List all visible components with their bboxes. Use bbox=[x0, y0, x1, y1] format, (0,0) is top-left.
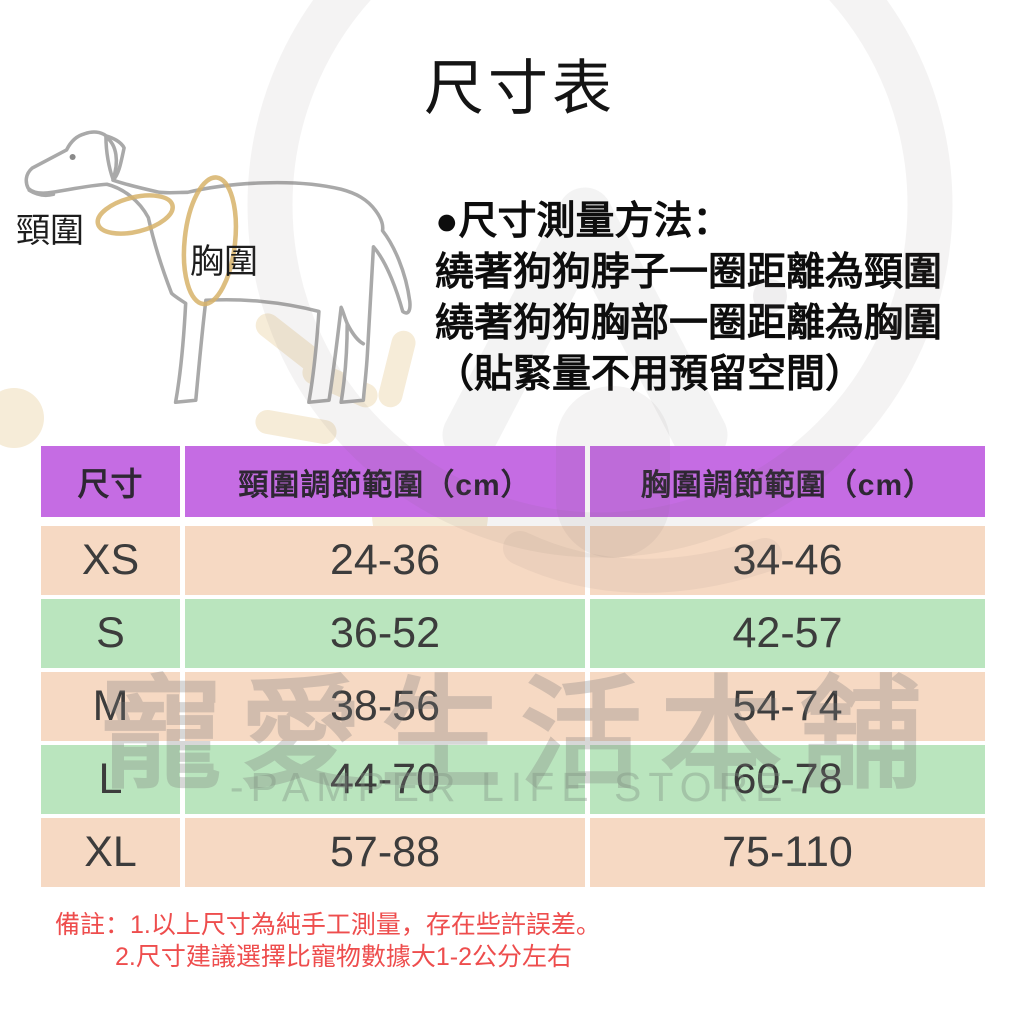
note-line-2: 2.尺寸建議選擇比寵物數據大1-2公分左右 bbox=[115, 943, 572, 971]
table-row-l: L 44-70 60-78 bbox=[41, 745, 985, 814]
table-header-row: 尺寸 頸圍調節範圍（cm） 胸圍調節範圍（cm） bbox=[41, 446, 985, 517]
dog-hind-leg-line bbox=[345, 321, 366, 346]
neck-range-cell: 24-36 bbox=[185, 526, 585, 595]
dog-eye bbox=[69, 153, 76, 160]
header-neck-range: 頸圍調節範圍（cm） bbox=[185, 446, 585, 517]
instructions-line-neck: 繞著狗狗脖子一圈距離為頸圍 bbox=[435, 251, 943, 294]
size-chart-table: 尺寸 頸圍調節範圍（cm） 胸圍調節範圍（cm） XS 24-36 34-46 … bbox=[41, 446, 985, 891]
table-row-xl: XL 57-88 75-110 bbox=[41, 818, 985, 887]
chest-range-cell: 34-46 bbox=[590, 526, 985, 595]
chest-range-cell: 42-57 bbox=[590, 599, 985, 668]
neck-girth-ring bbox=[95, 193, 175, 236]
neck-range-cell: 44-70 bbox=[185, 745, 585, 814]
instructions-line-fit: （貼緊量不用預留空間） bbox=[435, 353, 865, 396]
chest-range-cell: 54-74 bbox=[590, 672, 985, 741]
footer-notes: 備註：1.以上尺寸為純手工測量，存在些許誤差。 2.尺寸建議選擇比寵物數據大1-… bbox=[55, 909, 601, 973]
neck-range-cell: 57-88 bbox=[185, 818, 585, 887]
size-cell: S bbox=[41, 599, 180, 668]
header-chest-range: 胸圍調節範圍（cm） bbox=[590, 446, 985, 517]
chest-girth-label: 胸圍 bbox=[190, 243, 258, 281]
chest-range-cell: 60-78 bbox=[590, 745, 985, 814]
neck-range-cell: 38-56 bbox=[185, 672, 585, 741]
neck-girth-label: 頸圍 bbox=[16, 212, 84, 250]
size-cell: XS bbox=[41, 526, 180, 595]
table-row-s: S 36-52 42-57 bbox=[41, 599, 985, 668]
dog-measurement-illustration bbox=[24, 130, 412, 405]
dog-ear bbox=[104, 135, 119, 181]
table-row-m: M 38-56 54-74 bbox=[41, 672, 985, 741]
page-title: 尺寸表 bbox=[424, 55, 616, 122]
dog-mouth-line bbox=[27, 188, 56, 198]
size-cell: L bbox=[41, 745, 180, 814]
note-line-1: 備註：1.以上尺寸為純手工測量，存在些許誤差。 bbox=[55, 911, 601, 939]
chest-range-cell: 75-110 bbox=[590, 818, 985, 887]
chest-girth-ring bbox=[181, 175, 239, 307]
size-cell: XL bbox=[41, 818, 180, 887]
instructions-heading: ●尺寸測量方法： bbox=[435, 200, 732, 243]
size-cell: M bbox=[41, 672, 180, 741]
instructions-line-chest: 繞著狗狗胸部一圈距離為胸圍 bbox=[435, 302, 943, 345]
neck-range-cell: 36-52 bbox=[185, 599, 585, 668]
measurement-instructions: ●尺寸測量方法： 繞著狗狗脖子一圈距離為頸圍 繞著狗狗胸部一圈距離為胸圍 （貼緊… bbox=[435, 196, 1010, 400]
table-row-xs: XS 24-36 34-46 bbox=[41, 526, 985, 595]
header-size: 尺寸 bbox=[41, 446, 180, 517]
